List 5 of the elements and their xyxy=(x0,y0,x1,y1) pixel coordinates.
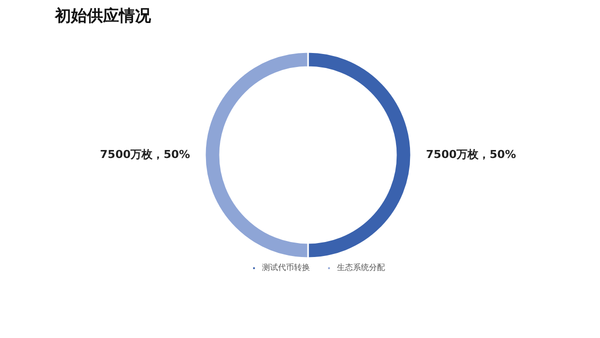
data-label: 7500万枚，50% xyxy=(426,148,516,161)
legend-label: 测试代币转换 xyxy=(262,263,310,272)
chart-title: 初始供应情况 xyxy=(54,6,152,25)
data-label: 7500万枚，50% xyxy=(100,148,190,161)
legend-label: 生态系统分配 xyxy=(337,263,385,272)
